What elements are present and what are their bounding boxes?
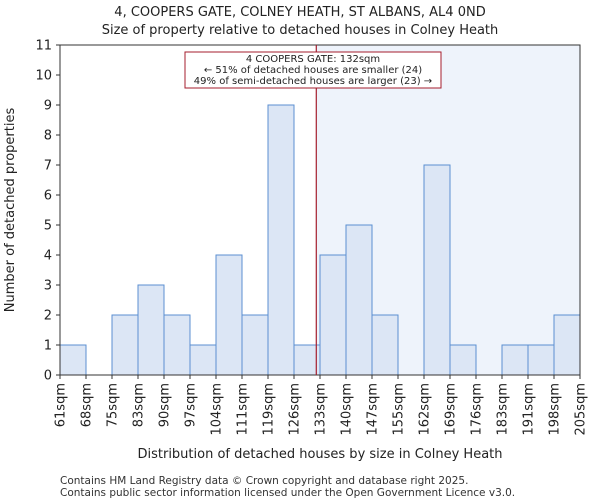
x-tick-label: 147sqm <box>366 383 381 436</box>
y-tick-label: 3 <box>44 279 52 294</box>
y-tick-label: 1 <box>44 339 52 354</box>
x-tick-label: 90sqm <box>158 383 173 427</box>
x-ticks-group: 61sqm 68sqm 75sqm 83sqm 90sqm 97sqm 104sqm 111s… <box>54 375 589 436</box>
bar-169sqm <box>449 344 477 376</box>
x-tick-label: 75sqm <box>106 383 121 427</box>
bar-75sqm <box>111 314 139 376</box>
x-tick-label: 126sqm <box>288 383 303 436</box>
y-tick-label: 6 <box>44 189 52 204</box>
x-tick-label: 61sqm <box>54 383 69 427</box>
x-tick-label: 97sqm <box>184 383 199 427</box>
bar-183sqm <box>501 344 529 376</box>
x-tick-label: 83sqm <box>132 383 147 427</box>
y-tick-label: 9 <box>44 99 52 114</box>
bar-104sqm <box>215 254 243 376</box>
annotation-box <box>184 51 442 89</box>
annotation-line-3: 49% of semi-detached houses are larger (… <box>194 76 432 87</box>
x-tick-label: 205sqm <box>574 383 589 436</box>
bars-group <box>59 104 581 376</box>
x-tick-label: 111sqm <box>236 383 251 436</box>
x-tick-label: 191sqm <box>522 383 537 436</box>
y-ticks-group: 0 1 2 3 4 5 6 7 8 9 10 11 <box>35 39 60 384</box>
bar-162sqm <box>423 164 451 376</box>
plot-frame <box>59 44 581 376</box>
bar-83sqm <box>137 284 165 376</box>
bar-61sqm <box>59 344 87 376</box>
x-tick-label: 176sqm <box>470 383 485 436</box>
x-tick-label: 169sqm <box>444 383 459 436</box>
y-tick-label: 0 <box>44 369 52 384</box>
annotation-line-1: 4 COOPERS GATE: 132sqm <box>246 54 380 65</box>
annotation-line-2: ← 51% of detached houses are smaller (24… <box>204 65 422 76</box>
bar-133sqm <box>319 254 347 376</box>
x-tick-label: 155sqm <box>392 383 407 436</box>
bar-90sqm <box>163 314 191 376</box>
chart-subtitle: Size of property relative to detached ho… <box>102 23 499 38</box>
bar-111sqm <box>241 314 269 376</box>
x-axis-label: Distribution of detached houses by size … <box>137 447 502 462</box>
y-tick-label: 4 <box>44 249 52 264</box>
y-axis-label: Number of detached properties <box>3 108 18 313</box>
x-tick-label: 140sqm <box>340 383 355 436</box>
y-tick-label: 11 <box>35 39 52 54</box>
bar-140sqm <box>345 224 373 376</box>
x-tick-label: 183sqm <box>496 383 511 436</box>
footer-line-2: Contains public sector information licen… <box>60 487 515 499</box>
x-tick-label: 162sqm <box>418 383 433 436</box>
x-tick-label: 104sqm <box>210 383 225 436</box>
y-tick-label: 10 <box>35 69 52 84</box>
x-tick-label: 119sqm <box>262 383 277 436</box>
y-tick-label: 2 <box>44 309 52 324</box>
bar-191sqm <box>527 344 555 376</box>
bar-97sqm <box>189 344 217 376</box>
chart-title: 4, COOPERS GATE, COLNEY HEATH, ST ALBANS… <box>114 5 485 20</box>
footer-line-1: Contains HM Land Registry data © Crown c… <box>60 475 468 487</box>
x-tick-label: 68sqm <box>80 383 95 427</box>
bar-119sqm <box>267 104 295 376</box>
x-tick-label: 133sqm <box>314 383 329 436</box>
y-tick-label: 8 <box>44 129 52 144</box>
y-tick-label: 7 <box>44 159 52 174</box>
bar-198sqm <box>553 314 581 376</box>
bar-147sqm <box>371 314 399 376</box>
x-tick-label: 198sqm <box>548 383 563 436</box>
y-tick-label: 5 <box>44 219 52 234</box>
